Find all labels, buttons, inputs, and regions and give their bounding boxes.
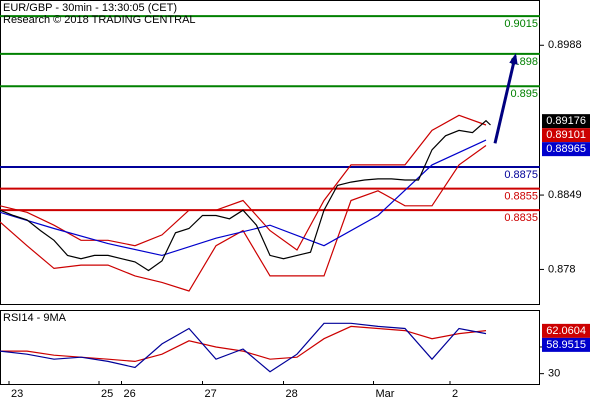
chart-title: EUR/GBP - 30min - 13:30:05 (CET) [3, 2, 177, 14]
series-line [0, 119, 491, 272]
series-line [0, 139, 487, 257]
y-tick-label: 0.8849 [548, 189, 582, 201]
plot-frame [0, 310, 540, 385]
level-label: 0.898 [510, 56, 538, 68]
y-tick-label: 0.8988 [548, 39, 582, 51]
x-tick-label: 2 [452, 388, 458, 400]
y-tick-label: 30 [548, 368, 560, 380]
series-line [0, 145, 487, 292]
x-tick-label: Mar [376, 388, 395, 400]
arrow-head [509, 53, 518, 65]
x-tick-label: 23 [11, 388, 23, 400]
value-tag-label: 58.9515 [546, 339, 586, 351]
level-label: 0.895 [510, 88, 538, 100]
x-tick-label: 27 [205, 388, 217, 400]
series-line [0, 114, 487, 251]
value-tag [542, 142, 590, 157]
series-line [0, 322, 487, 373]
level-label: 0.8875 [504, 169, 538, 181]
value-tag-label: 0.89101 [546, 129, 586, 141]
chart-title: RSI14 - 9MA [3, 312, 67, 324]
value-tag-label: 0.88965 [546, 143, 586, 155]
x-tick-label: 25 [101, 388, 113, 400]
level-label: 0.9015 [504, 18, 538, 30]
series-line [0, 325, 487, 363]
value-tag [542, 323, 590, 338]
plot-frame [0, 0, 540, 305]
y-tick-label: 0.878 [548, 263, 576, 275]
x-tick-label: 28 [286, 388, 298, 400]
x-tick-label: 26 [124, 388, 136, 400]
value-tag-label: 62.0604 [546, 325, 586, 337]
value-tag-label: 0.89176 [546, 115, 586, 127]
value-tag [542, 337, 590, 352]
chart-subtitle: Research © 2018 TRADING CENTRAL [3, 14, 196, 26]
value-tag [542, 114, 590, 129]
level-label: 0.8835 [504, 212, 538, 224]
forecast-arrow [493, 55, 517, 144]
value-tag [542, 128, 590, 143]
level-label: 0.8855 [504, 191, 538, 203]
